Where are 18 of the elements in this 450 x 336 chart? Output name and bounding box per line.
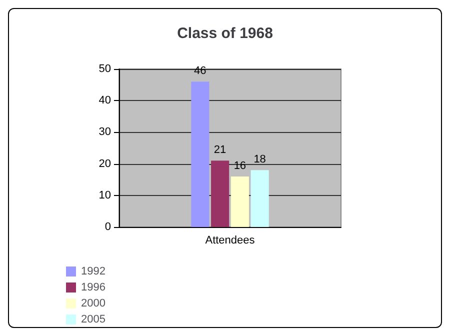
data-label: 18 [254,154,266,166]
y-tick-label: 30 [98,126,111,138]
bar [230,176,249,227]
legend-label: 2000 [81,298,106,310]
bar [250,170,269,227]
y-tick-label: 10 [98,189,111,202]
legend-label: 1996 [81,282,106,294]
y-tick-label: 20 [98,158,111,170]
y-tick-label: 50 [98,63,111,75]
legend-label: 1992 [81,266,106,278]
bar [211,160,230,227]
chart-title: Class of 1968 [177,25,273,42]
bar [191,82,210,227]
y-tick-label: 0 [104,221,111,233]
data-label: 21 [214,144,226,156]
legend-label: 2005 [81,314,106,326]
x-tick-label: Attendees [205,234,256,246]
y-tick-label: 40 [98,94,111,107]
